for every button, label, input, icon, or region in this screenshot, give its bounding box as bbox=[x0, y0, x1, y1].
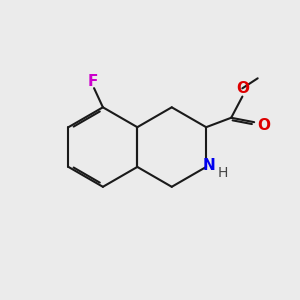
Text: O: O bbox=[257, 118, 270, 133]
Text: N: N bbox=[202, 158, 215, 173]
Text: O: O bbox=[236, 81, 249, 96]
Text: F: F bbox=[87, 74, 98, 89]
Text: H: H bbox=[217, 166, 227, 180]
